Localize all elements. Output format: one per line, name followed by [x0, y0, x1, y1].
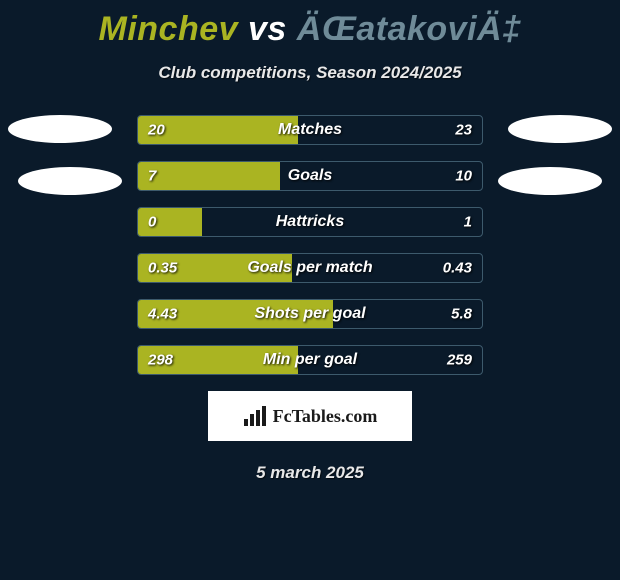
stat-value-right: 10: [455, 168, 472, 185]
stat-label: Min per goal: [138, 351, 482, 369]
subtitle: Club competitions, Season 2024/2025: [0, 63, 620, 83]
stat-row: 0Hattricks1: [137, 207, 483, 237]
stat-row: 0.35Goals per match0.43: [137, 253, 483, 283]
brand-text: FcTables.com: [273, 406, 378, 427]
comparison-chart: 20Matches23 7Goals10 0Hattricks1 0.35Goals …: [0, 115, 620, 375]
stat-row: 7Goals10: [137, 161, 483, 191]
stat-label: Goals: [138, 167, 482, 185]
stat-value-right: 0.43: [443, 260, 472, 277]
player2-badge-oval: [498, 167, 602, 195]
player1-badge-oval: [8, 115, 112, 143]
stat-label: Hattricks: [138, 213, 482, 231]
stat-value-right: 23: [455, 122, 472, 139]
stat-value-right: 5.8: [451, 306, 472, 323]
stat-label: Shots per goal: [138, 305, 482, 323]
player1-badge-oval: [18, 167, 122, 195]
stat-row: 298Min per goal259: [137, 345, 483, 375]
stat-value-right: 259: [447, 352, 472, 369]
player2-badge-oval: [508, 115, 612, 143]
brand-bars-icon: [243, 405, 267, 427]
page-title: Minchev vs ÄŒatakoviÄ‡: [0, 0, 620, 49]
brand-badge: FcTables.com: [208, 391, 412, 441]
stat-row: 4.43Shots per goal5.8: [137, 299, 483, 329]
title-player1: Minchev: [99, 10, 239, 48]
date-line: 5 march 2025: [0, 463, 620, 483]
stat-value-right: 1: [464, 214, 472, 231]
stat-row: 20Matches23: [137, 115, 483, 145]
title-player2: ÄŒatakoviÄ‡: [297, 10, 522, 48]
title-vs: vs: [248, 10, 287, 48]
stat-label: Goals per match: [138, 259, 482, 277]
stat-label: Matches: [138, 121, 482, 139]
